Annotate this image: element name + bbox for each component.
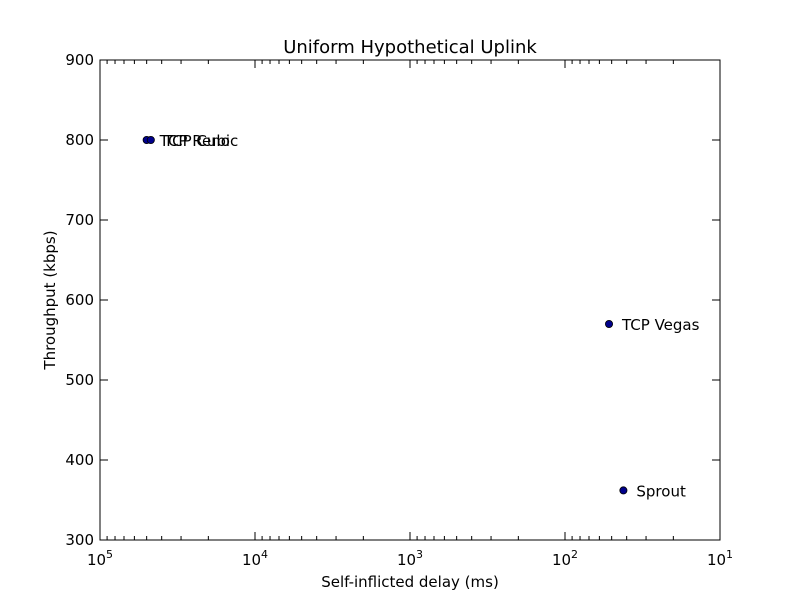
x-tick-label-4: 101: [707, 548, 733, 569]
point-sprout: [619, 486, 628, 495]
y-tick-label-3: 600: [65, 291, 94, 309]
point-label-tcp-reno: TCP Reno: [159, 132, 230, 150]
x-axis-label: Self-inflicted delay (ms): [321, 573, 499, 591]
chart-title: Uniform Hypothetical Uplink: [283, 37, 537, 58]
point-label-sprout: Sprout: [636, 482, 686, 500]
x-tick-label-2: 103: [397, 548, 423, 569]
y-tick-label-5: 800: [65, 131, 94, 149]
y-axis-label: Throughput (kbps): [41, 230, 59, 370]
x-tick-label-1: 104: [242, 548, 268, 569]
y-tick-label-1: 400: [65, 451, 94, 469]
y-tick-label-6: 900: [65, 51, 94, 69]
x-tick-label-0: 105: [87, 548, 113, 569]
point-label-tcp-vegas: TCP Vegas: [621, 316, 700, 334]
x-tick-label-3: 102: [552, 548, 578, 569]
y-tick-label-4: 700: [65, 211, 94, 229]
point-tcp-cubic: [146, 135, 155, 144]
y-tick-label-2: 500: [65, 371, 94, 389]
point-tcp-vegas: [605, 319, 614, 328]
point-label-tcp-cubic: TCP Cubic: [163, 132, 239, 150]
axes: 105 104 103 102 101 300 400 500 600 700 800 900: [65, 51, 733, 569]
y-tick-label-0: 300: [65, 531, 94, 549]
